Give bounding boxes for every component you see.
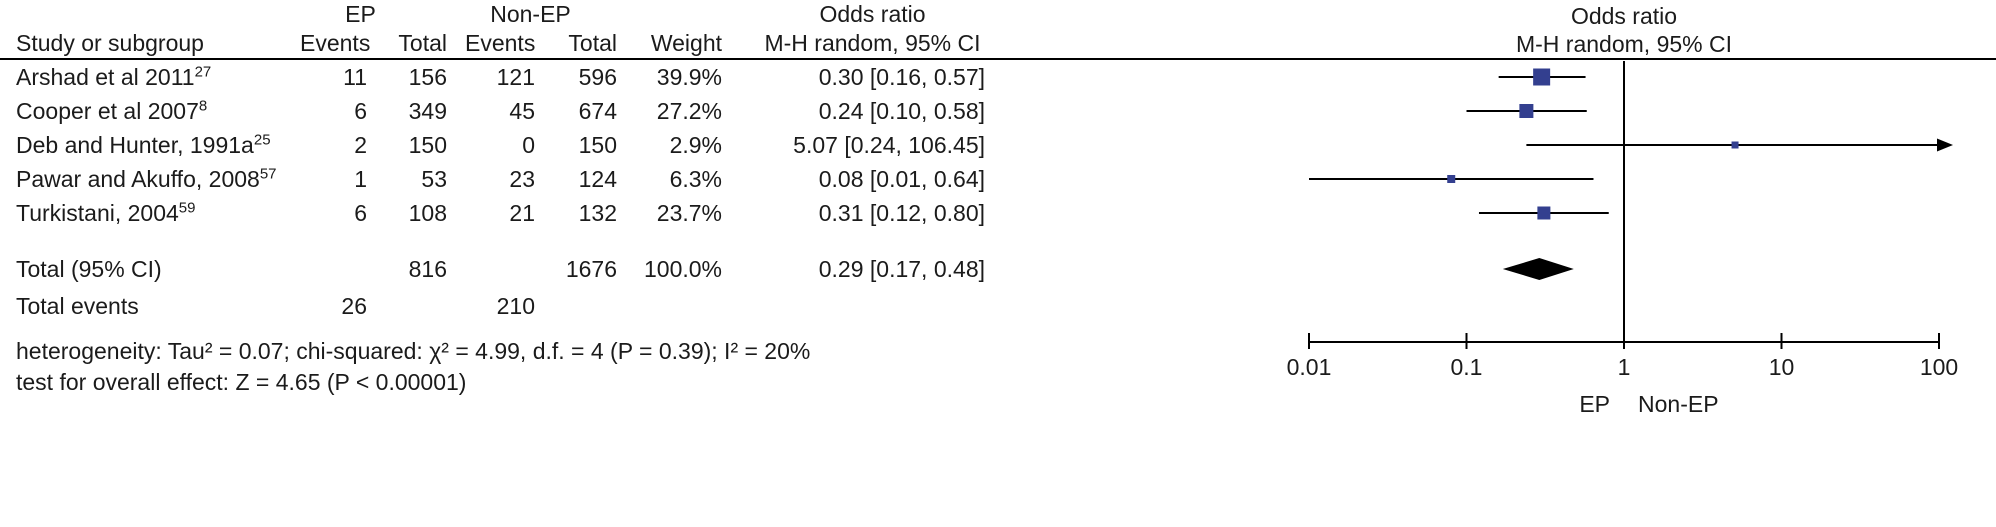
study-reference: 27 (194, 62, 212, 80)
study-cell: Pawar and Akuffo, 200857 (0, 166, 300, 193)
study-row: Cooper et al 20078 6 349 45 674 27.2% 0.… (0, 94, 995, 128)
table-body: Arshad et al 201127 11 156 121 596 39.9%… (0, 60, 995, 324)
axis-tick-label: 1 (1618, 354, 1631, 380)
study-reference: 25 (253, 130, 271, 148)
study-name: Deb and Hunter, 1991a (16, 131, 254, 158)
footnotes: heterogeneity: Tau² = 0.07; chi-squared:… (16, 336, 810, 398)
nonep-total: 150 (578, 131, 617, 158)
ep-total: 349 (408, 97, 447, 124)
group-header-row: EP Non-EP Odds ratio (0, 0, 995, 29)
effect-marker (1447, 175, 1456, 183)
study-reference: 57 (259, 164, 277, 182)
column-header-row: Study or subgroup Events Total Events To… (0, 29, 995, 58)
study-cell: Arshad et al 201127 (0, 64, 300, 91)
odds-ratio-ci: 0.08 [0.01, 0.64] (818, 165, 985, 192)
study-cell: Cooper et al 20078 (0, 98, 300, 125)
study-name: Pawar and Akuffo, 2008 (16, 165, 260, 192)
axis-tick-label: 0.01 (1287, 354, 1332, 380)
total-nonep-total: 1676 (565, 255, 617, 282)
ep-total: 53 (421, 165, 447, 192)
ep-group-header: EP (345, 1, 376, 27)
nonep-total: 596 (578, 63, 617, 90)
weight: 2.9% (669, 131, 722, 158)
ep-total: 108 (408, 199, 447, 226)
nonep-events: 21 (509, 199, 535, 226)
study-row: Pawar and Akuffo, 200857 1 53 23 124 6.3… (0, 162, 995, 196)
nonep-total: 124 (578, 165, 617, 192)
weight-column-header: Weight (650, 30, 722, 56)
table-header: EP Non-EP Odds ratio Study or subgroup E… (0, 0, 995, 58)
study-cell: Deb and Hunter, 1991a25 (0, 132, 300, 159)
overall-effect-note: test for overall effect: Z = 4.65 (P < 0… (16, 369, 467, 395)
ep-events-column-header: Events (300, 30, 371, 56)
weight: 6.3% (669, 165, 722, 192)
favours-left-label: EP (1579, 391, 1610, 417)
ep-events: 2 (354, 131, 367, 158)
nonep-events: 45 (509, 97, 535, 124)
weight: 39.9% (656, 63, 722, 90)
or-ci-column-header: M-H random, 95% CI (764, 30, 981, 56)
odds-ratio-ci: 0.30 [0.16, 0.57] (818, 63, 985, 90)
odds-ratio-ci: 0.31 [0.12, 0.80] (818, 199, 985, 226)
effect-marker (1731, 141, 1739, 149)
heterogeneity-note: heterogeneity: Tau² = 0.07; chi-squared:… (16, 338, 811, 364)
ci-arrow-right (1937, 138, 1953, 152)
total-or-ci: 0.29 [0.17, 0.48] (818, 255, 985, 282)
ep-events: 6 (354, 97, 367, 124)
odds-ratio-group-header: Odds ratio (819, 1, 926, 27)
total-events-nonep: 210 (496, 292, 535, 319)
study-name: Arshad et al 2011 (16, 63, 195, 90)
ep-events: 11 (343, 63, 367, 90)
axis-tick-label: 0.1 (1451, 354, 1483, 380)
total-weight: 100.0% (643, 255, 722, 282)
plot-header-subtitle: M-H random, 95% CI (1515, 31, 1732, 57)
total-diamond (1502, 258, 1574, 280)
study-cell: Turkistani, 200459 (0, 200, 300, 227)
total-events-row: Total events 26 210 (0, 288, 995, 324)
study-row: Deb and Hunter, 1991a25 2 150 0 150 2.9%… (0, 128, 995, 162)
nonep-events: 121 (496, 63, 535, 90)
row-spacer (0, 230, 995, 250)
total-events-ep: 26 (341, 292, 367, 319)
total-label: Total (95% CI) (16, 255, 162, 282)
header-divider-line (0, 58, 1996, 60)
nonep-events: 23 (509, 165, 535, 192)
weight: 27.2% (656, 97, 722, 124)
ep-total: 156 (408, 63, 447, 90)
nonep-total: 674 (578, 97, 617, 124)
ep-events: 1 (354, 165, 367, 192)
study-row: Turkistani, 200459 6 108 21 132 23.7% 0.… (0, 196, 995, 230)
total-row: Total (95% CI) 816 1676 100.0% 0.29 [0.1… (0, 250, 995, 288)
effect-marker (1533, 68, 1551, 86)
ep-total: 150 (408, 131, 447, 158)
effect-marker (1537, 206, 1551, 220)
study-name: Turkistani, 2004 (16, 199, 179, 226)
study-name: Cooper et al 2007 (16, 97, 199, 124)
nonep-total-column-header: Total (568, 30, 617, 56)
nonep-total: 132 (578, 199, 617, 226)
nonep-group-header: Non-EP (490, 1, 571, 27)
plot-header: Odds ratio M-H random, 95% CI (1424, 2, 1824, 58)
favours-right-label: Non-EP (1638, 391, 1719, 417)
axis-tick-label: 10 (1769, 354, 1795, 380)
total-ep-total: 816 (408, 255, 447, 282)
nonep-events-column-header: Events (465, 30, 536, 56)
study-column-header: Study or subgroup (16, 30, 204, 56)
study-reference: 8 (198, 96, 208, 114)
plot-header-title: Odds ratio (1570, 3, 1678, 29)
ep-events: 6 (354, 199, 367, 226)
study-rows: Arshad et al 201127 11 156 121 596 39.9%… (0, 60, 995, 230)
study-row: Arshad et al 201127 11 156 121 596 39.9%… (0, 60, 995, 94)
odds-ratio-ci: 5.07 [0.24, 106.45] (793, 131, 985, 158)
axis-tick-label: 100 (1920, 354, 1958, 380)
ep-total-column-header: Total (398, 30, 447, 56)
study-reference: 59 (178, 198, 196, 216)
odds-ratio-ci: 0.24 [0.10, 0.58] (818, 97, 985, 124)
effect-marker (1519, 104, 1534, 118)
weight: 23.7% (656, 199, 722, 226)
total-events-label: Total events (16, 292, 139, 319)
nonep-events: 0 (522, 131, 535, 158)
